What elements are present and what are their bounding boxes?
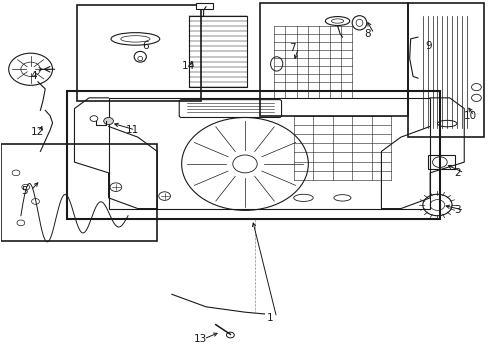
Text: 1: 1 xyxy=(267,312,273,323)
Text: 3: 3 xyxy=(455,205,461,215)
Text: 10: 10 xyxy=(464,111,477,121)
Polygon shape xyxy=(196,3,213,9)
Text: 11: 11 xyxy=(125,125,139,135)
Text: 8: 8 xyxy=(365,28,371,39)
Circle shape xyxy=(226,332,234,338)
Circle shape xyxy=(104,117,114,125)
Text: 13: 13 xyxy=(194,334,207,344)
Text: 5: 5 xyxy=(21,186,27,196)
Text: 9: 9 xyxy=(425,41,432,51)
Text: 12: 12 xyxy=(30,127,44,137)
Text: 14: 14 xyxy=(182,61,195,71)
Text: 7: 7 xyxy=(289,43,295,53)
Text: 6: 6 xyxy=(143,41,149,51)
Text: 4: 4 xyxy=(30,71,37,81)
Text: 2: 2 xyxy=(455,168,461,178)
